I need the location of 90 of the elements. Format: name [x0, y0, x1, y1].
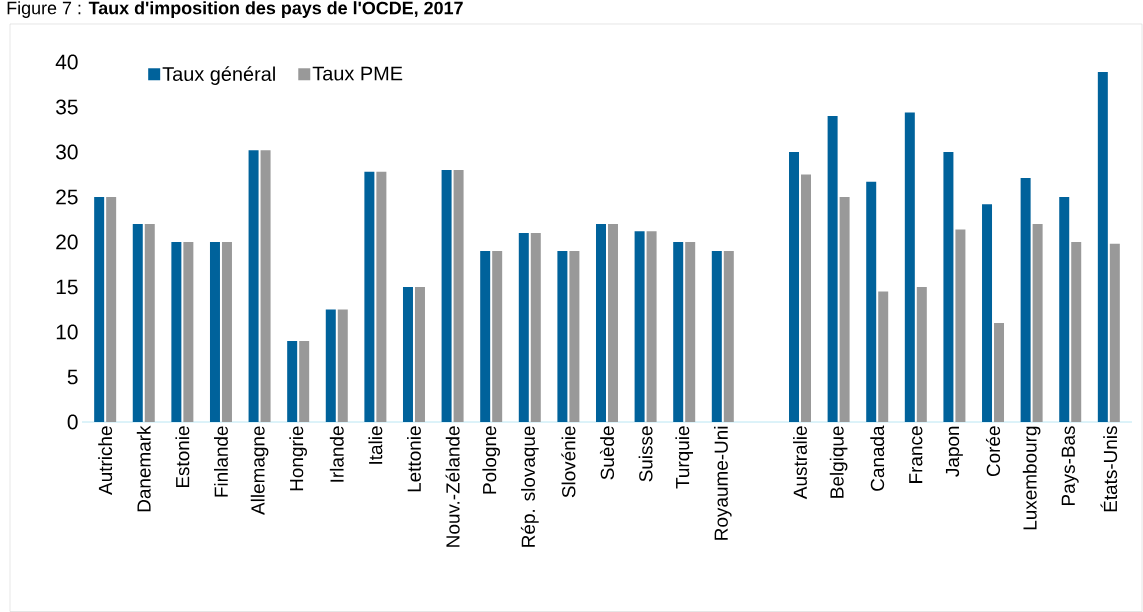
- bar: [518, 233, 529, 422]
- bar: [492, 251, 503, 422]
- bar: [569, 251, 580, 422]
- x-tick-label: Slovénie: [561, 426, 576, 498]
- bar: [287, 341, 298, 422]
- bar: [221, 242, 232, 422]
- bar: [530, 233, 541, 422]
- bar: [299, 341, 310, 422]
- bar: [904, 112, 915, 422]
- x-tick-label: France: [909, 426, 923, 483]
- bar: [646, 231, 657, 422]
- bar: [607, 224, 618, 422]
- x-tick-label: Lettonie: [407, 426, 421, 492]
- x-tick-label: Pays-Bas: [1061, 426, 1079, 505]
- bar: [376, 171, 387, 422]
- x-tick-label: Japon: [945, 426, 963, 477]
- chart-title: Figure 7 : Taux d'imposition des pays de l'OCDE, 2017: [7, 1, 463, 18]
- bar: [1071, 242, 1082, 422]
- bar: [260, 150, 271, 422]
- x-tick-label: Luxembourg: [1022, 426, 1041, 530]
- y-tick-label: 5: [67, 369, 78, 385]
- bar: [943, 152, 954, 422]
- x-tick-label: Pologne: [482, 426, 500, 494]
- y-tick-label: 40: [55, 54, 78, 70]
- bar: [183, 242, 194, 422]
- x-tick-label: Belgique: [829, 426, 848, 498]
- bar: [414, 287, 425, 422]
- y-tick-label: 35: [56, 99, 78, 115]
- bar: [557, 251, 568, 422]
- bar: [955, 229, 966, 422]
- bar: [1097, 71, 1108, 422]
- bar: [673, 242, 684, 422]
- bar: [132, 224, 143, 422]
- x-tick-label: Finlande: [214, 426, 228, 497]
- bar: [1032, 224, 1043, 422]
- bar: [248, 150, 259, 422]
- bar: [1059, 197, 1070, 422]
- bar: [685, 242, 696, 422]
- bar: [325, 309, 336, 422]
- bar: [441, 170, 452, 422]
- x-tick-label: Danemark: [136, 425, 151, 512]
- x-tick-label: Hongrie: [289, 426, 307, 491]
- bar: [106, 197, 117, 422]
- y-tick-label: 15: [56, 279, 78, 295]
- x-tick-label: Corée: [985, 426, 1001, 477]
- x-tick-label: Estonie: [175, 426, 190, 488]
- x-tick-label: Autriche: [98, 426, 113, 495]
- x-tick-label: Italie: [368, 426, 383, 464]
- bar: [839, 197, 850, 422]
- bar: [878, 291, 889, 422]
- bar: [402, 287, 413, 422]
- y-tick-label: 30: [56, 144, 78, 160]
- bar: [364, 171, 375, 422]
- y-tick-label: 0: [67, 414, 78, 430]
- bar: [634, 231, 645, 422]
- x-tick-label: Suède: [599, 426, 615, 480]
- x-tick-label: Rép. slovaque: [520, 426, 539, 547]
- y-tick-label: 10: [56, 324, 78, 340]
- x-tick-label: États-Unis: [1100, 426, 1118, 512]
- x-tick-label: Suisse: [638, 426, 653, 482]
- bar: [1109, 243, 1120, 422]
- bar: [723, 251, 734, 422]
- bar: [916, 287, 927, 422]
- bar: [171, 242, 182, 422]
- x-tick-label: Irlande: [329, 426, 344, 482]
- bar: [209, 242, 220, 422]
- bar: [994, 323, 1005, 422]
- x-tick-label: Canada: [870, 425, 885, 491]
- x-tick-label: Allemagne: [250, 426, 269, 515]
- bar: [711, 251, 722, 422]
- bar: [866, 181, 877, 422]
- bar: [480, 251, 491, 422]
- bar: [453, 170, 464, 422]
- bar: [94, 197, 105, 422]
- y-tick-label: 20: [56, 234, 78, 250]
- bar: [596, 224, 606, 422]
- x-tick-label: Royaume-Uni: [713, 426, 732, 540]
- bar: [801, 174, 811, 422]
- y-tick-label: 25: [56, 189, 78, 205]
- bar: [337, 309, 348, 422]
- bar: [1020, 178, 1031, 422]
- bar: [144, 224, 155, 422]
- legend-label: Taux général: [162, 66, 275, 85]
- x-tick-label: Nouv.-Zélande: [445, 426, 460, 547]
- bar: [982, 204, 993, 422]
- legend-label: Taux PME: [312, 66, 403, 81]
- x-tick-label: Australie: [793, 426, 807, 500]
- bar: [827, 116, 838, 422]
- bar: [789, 152, 800, 422]
- x-tick-label: Turquie: [675, 426, 694, 489]
